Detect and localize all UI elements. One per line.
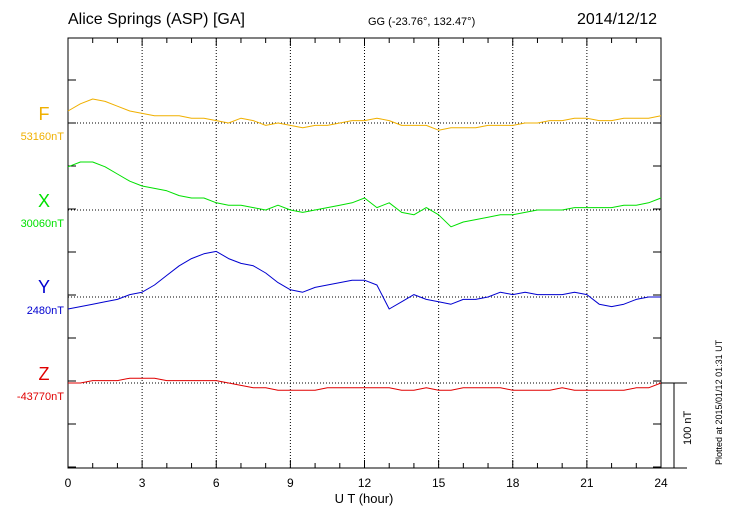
component-label-x: X [38,191,50,211]
x-tick-label: 21 [580,476,594,490]
scale-bar: 100 nT [661,382,694,469]
component-label-z: Z [39,364,50,384]
x-tick-label: 15 [432,476,446,490]
axis-ticks [68,38,661,468]
chart-title: Alice Springs (ASP) [GA] [68,11,245,28]
scale-bar-label: 100 nT [682,410,694,445]
chart-date: 2014/12/12 [577,11,658,28]
x-tick-label: 3 [139,476,146,490]
x-tick-label: 9 [287,476,294,490]
x-tick-labels: 0 3 6 9 12 15 18 21 24 [65,476,668,490]
series-line-f [67,98,662,131]
component-label-y: Y [38,277,50,297]
component-label-f: F [39,104,50,124]
x-tick-label: 18 [506,476,520,490]
component-labels: F 53160nT X 30060nT Y 2480nT Z -43770nT [17,104,64,403]
component-baseline-x: 30060nT [21,218,65,230]
component-baseline-f: 53160nT [21,131,65,143]
component-baseline-y: 2480nT [27,305,65,317]
series-group [67,98,662,391]
grid [68,38,661,468]
series-line-y [67,250,661,310]
x-tick-label: 12 [358,476,372,490]
x-tick-label: 6 [213,476,220,490]
component-baseline-z: -43770nT [17,391,64,403]
x-axis-label: U T (hour) [335,491,394,506]
series-line-x [67,161,662,228]
plot-frame [67,37,662,469]
series-line-z [68,377,662,391]
x-tick-label: 24 [654,476,668,490]
station-coordinates: GG (-23.76°, 132.47°) [368,16,476,28]
x-tick-label: 0 [65,476,72,490]
